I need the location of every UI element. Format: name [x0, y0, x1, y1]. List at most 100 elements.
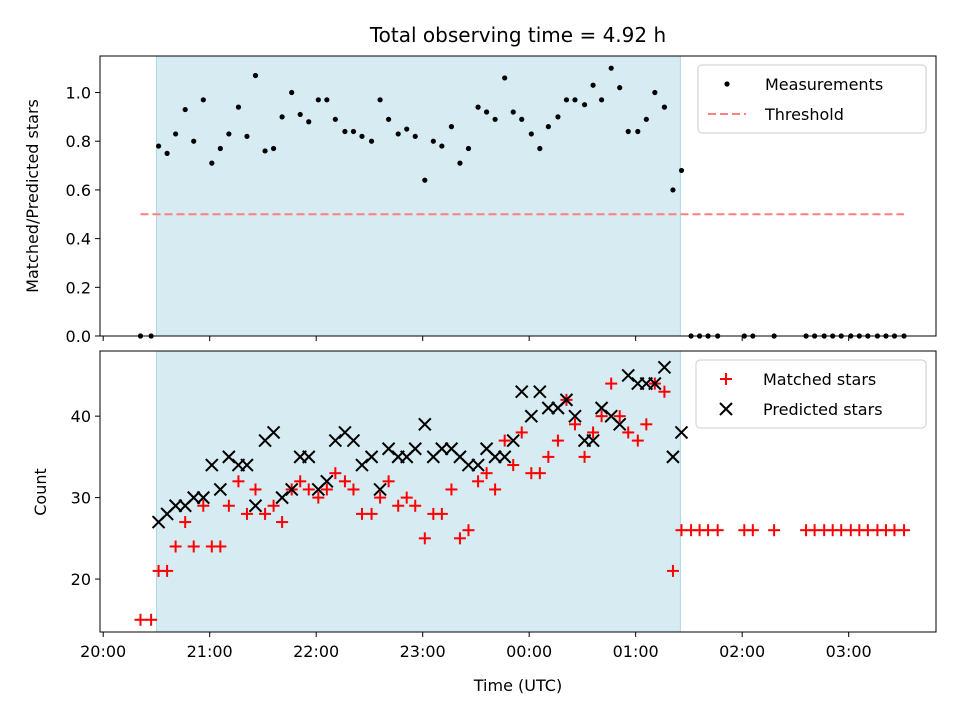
measurement-point — [306, 119, 312, 125]
measurement-point — [635, 128, 641, 135]
y-tick-label: 0.4 — [66, 230, 91, 249]
matched-star-point — [259, 507, 272, 520]
predicted-star-point — [418, 417, 432, 432]
matched-star-point — [169, 540, 182, 553]
x-tick-label: 03:00 — [826, 642, 872, 661]
measurement-point — [289, 89, 295, 96]
predicted-star-point — [196, 490, 211, 505]
matched-star-point — [631, 434, 644, 447]
bottom-y-axis-label: Count — [31, 468, 50, 516]
matched-star-point — [320, 483, 333, 496]
matched-star-point — [435, 507, 448, 520]
predicted-star-point — [559, 393, 574, 407]
measurement-point — [386, 116, 392, 122]
predicted-star-point — [524, 409, 539, 423]
y-tick-label: 0.2 — [66, 278, 91, 297]
matched-star-point — [640, 418, 653, 431]
x-tick-label: 21:00 — [187, 642, 233, 661]
matched-star-point — [551, 434, 564, 447]
measurement-point — [279, 114, 285, 120]
measurement-point — [590, 82, 596, 88]
matched-star-point — [613, 410, 626, 423]
matched-star-point — [768, 524, 781, 537]
matched-star-point — [249, 483, 262, 496]
bottom-shaded-region — [155, 350, 681, 633]
measurement-point — [670, 187, 676, 193]
measurement-point — [448, 124, 455, 130]
predicted-star-point — [248, 499, 263, 513]
matched-star-point — [161, 564, 174, 577]
measurement-point — [599, 97, 605, 103]
bottom-legend: Matched stars Predicted stars — [695, 359, 927, 429]
top-x-ticks — [102, 336, 850, 341]
predicted-star-point — [205, 458, 219, 472]
measurement-point — [235, 104, 242, 110]
matched-star-point — [179, 516, 192, 529]
top-axes-frame — [99, 55, 937, 337]
top-legend: Measurements Threshold — [697, 64, 927, 134]
x-tick-label: 22:00 — [293, 642, 339, 661]
top-y-axis-label: Matched/Predicted stars — [23, 99, 42, 293]
matched-star-point — [347, 483, 360, 496]
measurement-point — [200, 97, 206, 103]
measurement-point — [359, 133, 365, 139]
matched-star-point — [187, 540, 200, 553]
measurement-point — [439, 143, 445, 149]
measurement-point — [572, 97, 578, 103]
predicted-star-point — [515, 385, 529, 399]
measurement-point — [155, 143, 162, 149]
matched-star-point — [400, 491, 413, 504]
y-tick-label: 40 — [71, 407, 91, 426]
matched-star-point — [542, 450, 555, 463]
measurement-point — [643, 116, 649, 122]
measurement-point — [545, 124, 551, 130]
x-tick-label: 02:00 — [719, 642, 765, 661]
predicted-star-point — [612, 417, 627, 432]
measurement-point — [457, 160, 463, 166]
matched-star-point — [338, 475, 351, 488]
matched-star-point — [533, 467, 546, 480]
measurement-point — [368, 138, 375, 144]
measurement-point — [164, 150, 170, 156]
matched-star-point — [392, 499, 405, 512]
measurement-point — [244, 133, 250, 139]
measurement-point — [581, 102, 588, 108]
matched-star-point — [267, 499, 280, 512]
measurement-point — [209, 160, 215, 166]
matched-star-point — [515, 426, 528, 439]
measurement-point — [252, 72, 259, 79]
y-tick-label: 20 — [71, 570, 91, 589]
matched-star-point — [329, 467, 342, 480]
measurement-point — [395, 131, 401, 137]
predicted-star-point — [621, 368, 635, 383]
predicted-star-point — [168, 499, 183, 513]
predicted-star-point — [328, 433, 343, 448]
measurement-point — [563, 97, 570, 103]
matched-star-point — [472, 475, 485, 488]
measurement-point — [492, 116, 498, 122]
measurement-point — [652, 89, 658, 96]
matched-star-point — [302, 483, 315, 496]
matched-star-point — [578, 450, 591, 463]
legend-marker-predicted — [719, 402, 733, 416]
x-tick-label: 00:00 — [506, 642, 552, 661]
predicted-star-point — [187, 490, 201, 505]
measurement-point — [226, 131, 232, 137]
predicted-star-point — [320, 474, 334, 489]
top-legend-box — [697, 64, 927, 134]
matched-star-point — [409, 499, 422, 512]
legend-label-threshold: Threshold — [764, 105, 844, 124]
matched-star-point — [418, 532, 431, 545]
predicted-star-point — [488, 450, 502, 464]
predicted-star-point — [497, 450, 512, 464]
chart-title: Total observing time = 4.92 h — [369, 23, 666, 47]
bottom-axes-frame — [99, 350, 937, 633]
measurement-point — [430, 138, 436, 144]
predicted-star-point — [594, 401, 609, 415]
top-y-ticks: 0.0 0.2 0.4 0.6 0.8 1.0 — [66, 84, 100, 346]
measurement-point — [661, 104, 668, 110]
measurement-point — [537, 145, 543, 152]
top-panel: 0.0 0.2 0.4 0.6 0.8 1.0 Total observing time … — [23, 23, 937, 346]
y-tick-label: 0.0 — [66, 327, 91, 346]
measurement-point — [173, 131, 179, 137]
